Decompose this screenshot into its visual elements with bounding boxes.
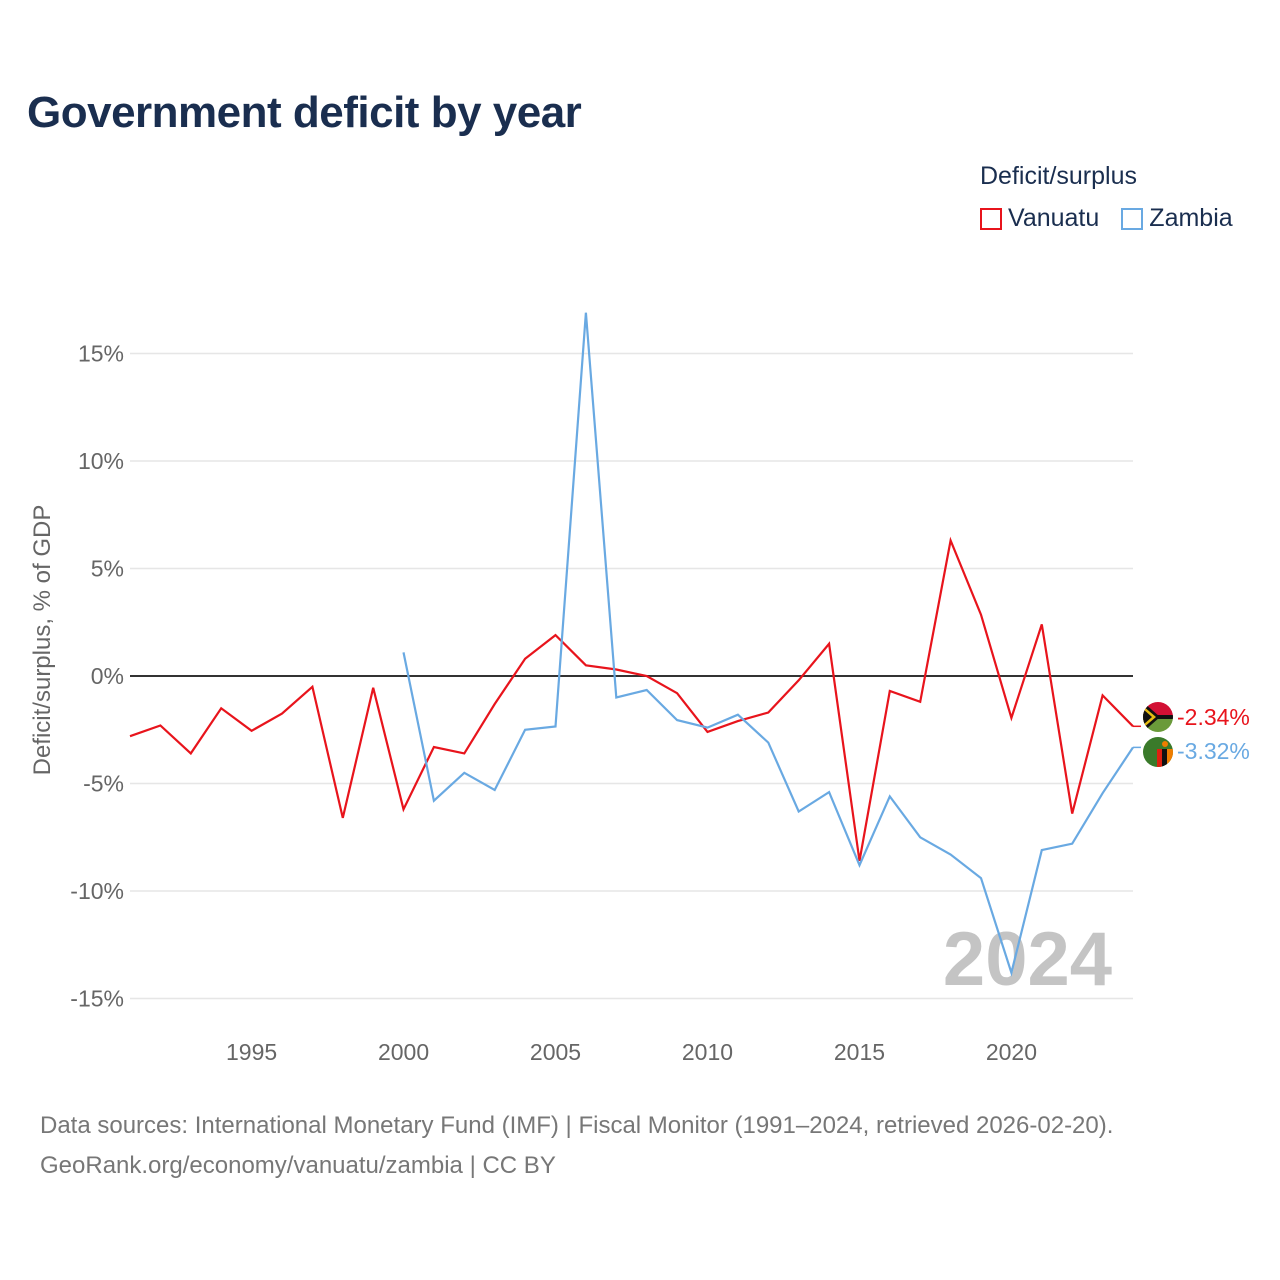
y-axis-ticks: 15% 10% 5% 0% -5% -10% -15% (70, 341, 124, 1012)
x-axis-ticks: 1995 2000 2005 2010 2015 2020 (226, 1039, 1037, 1065)
series-line-zambia[interactable] (402, 312, 1134, 977)
gridlines (130, 352, 1133, 1000)
source-note: Data sources: International Monetary Fun… (40, 1112, 1114, 1139)
end-label-vanuatu: -2.34% (1177, 704, 1250, 730)
legend: Vanuatu Zambia (980, 204, 1233, 233)
y-tick-label: 5% (91, 556, 124, 582)
x-tick-label: 2010 (682, 1039, 733, 1065)
chart-title: Government deficit by year (27, 88, 582, 137)
legend-label-vanuatu: Vanuatu (1008, 204, 1100, 232)
x-tick-label: 2015 (834, 1039, 885, 1065)
attribution-link[interactable]: GeoRank.org/economy/vanuatu/zambia | CC … (40, 1152, 556, 1179)
vanuatu-flag-icon (1143, 702, 1173, 732)
y-tick-label: -10% (70, 878, 124, 904)
legend-label-zambia: Zambia (1149, 204, 1233, 232)
series-lines (129, 312, 1141, 977)
x-tick-label: 2000 (378, 1039, 429, 1065)
legend-item-vanuatu[interactable]: Vanuatu (980, 204, 1099, 233)
end-label-zambia: -3.32% (1177, 738, 1250, 764)
legend-item-zambia[interactable]: Zambia (1121, 204, 1233, 233)
footer: Data sources: International Monetary Fun… (40, 1106, 1113, 1186)
year-watermark: 2024 (943, 917, 1112, 1002)
y-tick-label: 0% (91, 663, 124, 689)
y-axis-title: Deficit/surplus, % of GDP (29, 505, 56, 776)
legend-swatch-vanuatu (980, 207, 1002, 230)
legend-title: Deficit/surplus (980, 162, 1137, 190)
y-tick-label: 15% (78, 341, 124, 367)
legend-swatch-zambia (1121, 207, 1144, 230)
y-tick-label: -15% (70, 986, 124, 1012)
y-tick-label: 10% (78, 448, 124, 474)
line-chart: 15% 10% 5% 0% -5% -10% -15% 1995 2000 2005 2010 20… (29, 312, 1250, 1065)
x-tick-label: 2020 (986, 1039, 1037, 1065)
end-markers (1143, 702, 1173, 767)
end-labels: -2.34% -3.32% (1177, 704, 1250, 764)
y-tick-label: -5% (83, 771, 124, 797)
x-tick-label: 1995 (226, 1039, 277, 1065)
series-line-vanuatu[interactable] (129, 536, 1134, 862)
zambia-flag-icon (1143, 737, 1173, 767)
x-tick-label: 2005 (530, 1039, 581, 1065)
